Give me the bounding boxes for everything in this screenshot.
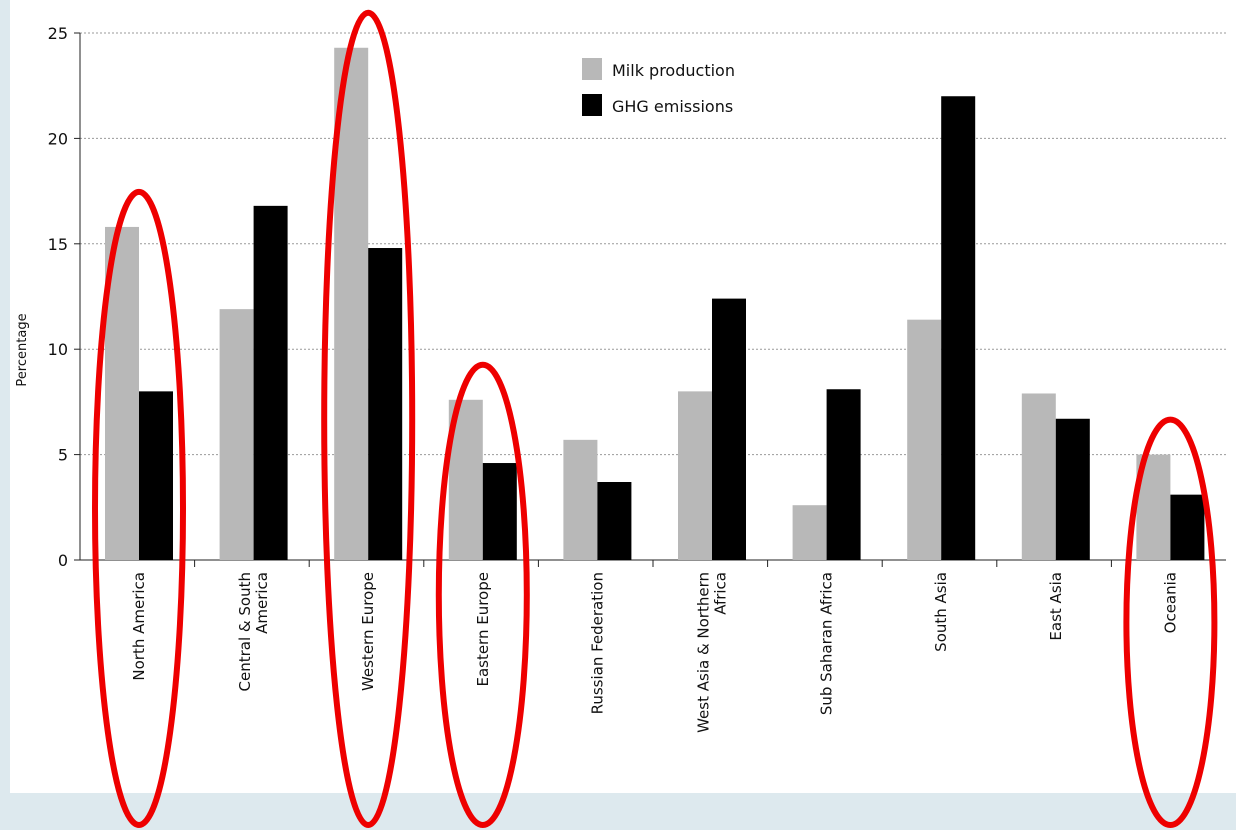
bar-milk-production-russian-federation bbox=[563, 439, 598, 560]
category-label-western-europe: Western Europe bbox=[359, 572, 377, 691]
category-label-eastern-europe: Eastern Europe bbox=[474, 572, 492, 687]
category-label-central-and-south-america: Central & South bbox=[236, 572, 254, 691]
bar-ghg-emissions-eastern-europe bbox=[482, 463, 517, 560]
y-tick-label: 20 bbox=[48, 129, 68, 148]
legend-swatch-ghg-emissions bbox=[582, 94, 602, 116]
y-tick-label: 0 bbox=[58, 551, 68, 570]
category-label-south-asia: South Asia bbox=[932, 572, 950, 652]
category-label-north-america: North America bbox=[130, 572, 148, 681]
highlight-ellipses bbox=[92, 9, 1218, 828]
bar-milk-production-sub-saharan-africa bbox=[792, 505, 827, 560]
bar-ghg-emissions-east-asia bbox=[1055, 418, 1090, 560]
bar-milk-production-east-asia bbox=[1021, 393, 1056, 560]
bar-ghg-emissions-north-america bbox=[139, 391, 173, 560]
category-label-russian-federation: Russian Federation bbox=[588, 572, 606, 714]
category-label-oceania: Oceania bbox=[1161, 572, 1179, 633]
bar-ghg-emissions-western-europe bbox=[368, 248, 403, 561]
y-axis-title: Percentage bbox=[15, 313, 30, 386]
chart-panel: 0 5 10 15 20 25 North America Central & South A… bbox=[10, 0, 1236, 828]
bars bbox=[105, 47, 1205, 561]
bar-milk-production-west-asia-and-northern-africa bbox=[678, 391, 712, 560]
category-label-central-and-south-america: America bbox=[253, 572, 271, 634]
category-label-west-asia-and-northern-africa: West Asia & Northern bbox=[695, 572, 713, 733]
bar-ghg-emissions-west-asia-and-northern-africa bbox=[712, 298, 746, 560]
bar-ghg-emissions-south-asia bbox=[941, 96, 976, 561]
legend-label-ghg-emissions: GHG emissions bbox=[612, 97, 733, 116]
y-tick-label: 25 bbox=[48, 24, 68, 43]
highlight-ellipse-eastern-europe bbox=[435, 361, 530, 828]
category-label-east-asia: East Asia bbox=[1047, 572, 1065, 641]
bar-ghg-emissions-russian-federation bbox=[597, 482, 632, 560]
legend-swatch-milk-production bbox=[582, 58, 602, 80]
y-tick-label: 15 bbox=[48, 235, 68, 254]
highlight-ellipse-north-america bbox=[92, 188, 186, 828]
bar-ghg-emissions-oceania bbox=[1170, 494, 1205, 560]
bar-milk-production-south-asia bbox=[907, 319, 942, 560]
highlight-ellipse-oceania bbox=[1123, 416, 1218, 828]
bar-milk-production-central-and-south-america bbox=[219, 309, 254, 560]
y-tick-label: 5 bbox=[58, 446, 68, 465]
highlight-ellipse-western-europe bbox=[321, 9, 416, 828]
legend: Milk production GHG emissions bbox=[582, 58, 735, 116]
bar-ghg-emissions-central-and-south-america bbox=[253, 205, 288, 560]
y-tick-label: 10 bbox=[48, 340, 68, 359]
bar-ghg-emissions-sub-saharan-africa bbox=[826, 389, 861, 560]
category-label-sub-saharan-africa: Sub Saharan Africa bbox=[818, 572, 836, 715]
legend-label-milk-production: Milk production bbox=[612, 61, 735, 80]
category-labels: North America Central & South America Weste… bbox=[130, 572, 1179, 733]
gridlines bbox=[80, 32, 1226, 456]
category-label-west-asia-and-northern-africa: Africa bbox=[712, 572, 730, 615]
